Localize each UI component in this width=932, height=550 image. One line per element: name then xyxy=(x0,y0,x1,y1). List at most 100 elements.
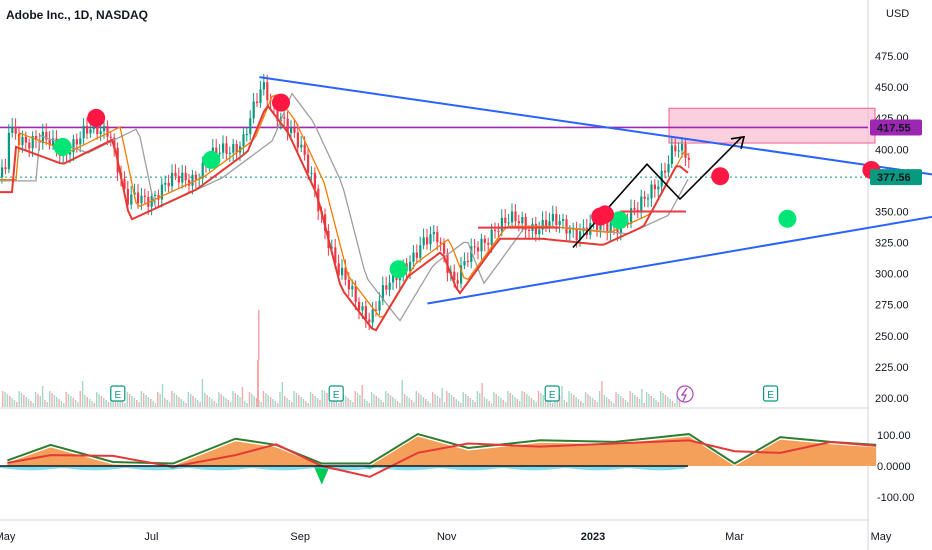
candle-body xyxy=(35,136,38,141)
volume-bar xyxy=(51,393,53,407)
volume-bar xyxy=(493,392,495,407)
candle-body xyxy=(69,152,72,155)
volume-bar xyxy=(617,394,620,407)
volume-bar xyxy=(84,395,86,407)
candle-body xyxy=(307,154,310,173)
volume-bar xyxy=(269,397,272,407)
volume-bar xyxy=(215,403,218,407)
buy-signal xyxy=(610,211,629,230)
volume-bar xyxy=(601,381,603,407)
price-tag xyxy=(870,119,922,136)
volume-bar xyxy=(13,400,16,407)
volume-bar xyxy=(331,397,333,407)
volume-bar xyxy=(65,392,67,407)
y-tick-label: 225.00 xyxy=(875,362,909,374)
candle-body xyxy=(643,196,646,199)
volume-bar xyxy=(218,392,220,407)
volume-bar xyxy=(326,393,328,407)
volume-bar xyxy=(469,398,472,407)
volume-bar xyxy=(286,398,288,407)
candle-body xyxy=(184,172,187,181)
volume-bar xyxy=(197,400,199,407)
candle-body xyxy=(96,122,99,135)
earnings-marker: E xyxy=(328,385,344,402)
volume-bar xyxy=(401,380,403,407)
projection-arrowhead xyxy=(730,135,746,150)
candle-body xyxy=(354,286,357,302)
volume-bar xyxy=(150,399,152,407)
candle-body xyxy=(596,221,599,230)
candle-body xyxy=(283,117,286,119)
volume-bar xyxy=(662,393,664,407)
candle-body xyxy=(235,143,238,153)
candle-body xyxy=(368,319,371,323)
candle-body xyxy=(640,196,643,212)
volume-bar xyxy=(613,403,615,407)
candle-body xyxy=(412,252,415,262)
volume-bar xyxy=(521,391,523,407)
candle-body xyxy=(562,219,565,221)
volume-bar xyxy=(140,391,143,407)
oscillator-tick-label: 100.00 xyxy=(877,430,911,442)
volume-bar xyxy=(335,401,338,407)
oscillator-tick-label: -100.00 xyxy=(877,492,914,504)
volume-bar xyxy=(589,396,591,407)
volume-bar xyxy=(349,400,352,407)
volume-bar xyxy=(237,395,239,407)
candle-body xyxy=(140,195,143,204)
volume-bar xyxy=(624,400,627,407)
volume-bar xyxy=(182,401,185,407)
volume-bar xyxy=(643,403,645,407)
volume-bar xyxy=(558,396,561,407)
candle-body xyxy=(341,267,344,276)
volume-bar xyxy=(396,401,399,407)
volume-bar xyxy=(439,398,441,407)
candle-body xyxy=(14,126,17,134)
volume-bar xyxy=(443,402,446,407)
candle-body xyxy=(164,182,167,185)
volume-bar xyxy=(528,396,530,407)
candle-body xyxy=(1,167,4,178)
volume-bar xyxy=(660,391,662,407)
volume-bar xyxy=(474,402,476,407)
volume-bar xyxy=(206,395,208,407)
candle-body xyxy=(89,129,92,134)
earnings-box xyxy=(110,385,126,402)
volume-bar xyxy=(81,381,84,407)
candle-body xyxy=(7,132,10,170)
volume-bar xyxy=(88,399,91,407)
candle-body xyxy=(422,237,425,246)
volume-bar xyxy=(298,395,300,407)
volume-bar xyxy=(488,401,490,407)
volume-bar xyxy=(32,403,34,407)
oscillator-signal-line xyxy=(7,439,877,478)
volume-bar xyxy=(274,401,276,407)
volume-bar xyxy=(373,394,375,407)
volume-bar xyxy=(225,398,227,407)
volume-bar xyxy=(307,403,309,407)
dividend-bolt-icon xyxy=(680,387,688,402)
fast-moving-average xyxy=(0,104,689,332)
volume-bar xyxy=(422,397,425,407)
volume-bar xyxy=(53,395,56,407)
candle-body xyxy=(358,301,361,311)
price-tag-label: 417.55 xyxy=(877,122,911,134)
candle-body xyxy=(137,192,140,204)
volume-bar xyxy=(403,394,406,407)
dividend-icon xyxy=(676,385,694,403)
volume-bar xyxy=(305,401,307,407)
candle-body xyxy=(429,234,432,245)
candle-body xyxy=(181,172,184,183)
volume-bar xyxy=(18,391,20,407)
volume-bar xyxy=(622,398,624,407)
volume-bar xyxy=(293,391,295,407)
volume-bar xyxy=(429,403,432,407)
candle-body xyxy=(313,172,316,189)
candle-body xyxy=(409,261,412,272)
volume-bar xyxy=(500,398,502,407)
volume-bar xyxy=(603,395,605,407)
candle-body xyxy=(225,143,228,154)
volume-bar xyxy=(152,401,154,407)
volume-bar xyxy=(258,310,260,360)
